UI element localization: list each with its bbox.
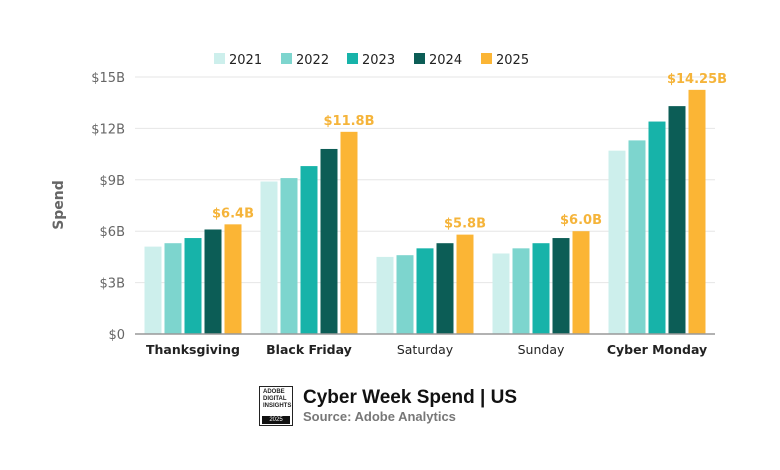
- legend-label: 2021: [229, 53, 262, 68]
- bar-2024: [552, 238, 570, 334]
- x-tick-label: Saturday: [397, 342, 454, 357]
- legend-swatch-2023: [347, 53, 358, 64]
- bar-2023: [300, 166, 318, 334]
- bar-2023: [416, 248, 434, 334]
- bar-2024: [204, 229, 222, 334]
- bar-2022: [164, 243, 182, 334]
- bar-2021: [492, 253, 510, 334]
- bar-2023: [532, 243, 550, 334]
- bar-2021: [144, 246, 162, 334]
- y-axis-label: Spend: [51, 180, 67, 230]
- bar-2024: [668, 106, 686, 334]
- footer: ADOBE DIGITAL INSIGHTS 2025 Cyber Week S…: [259, 386, 517, 426]
- y-tick-label: $6B: [100, 225, 125, 240]
- legend-swatch-2022: [281, 53, 292, 64]
- bar-2024: [320, 148, 338, 334]
- x-tick-label: Sunday: [518, 342, 565, 357]
- legend-label: 2023: [362, 53, 395, 68]
- data-label: $6.4B: [212, 206, 254, 221]
- y-tick-label: $12B: [91, 122, 125, 137]
- data-label: $5.8B: [444, 217, 486, 232]
- bar-chart: $0 $3B $6B $9B $12B $15B Spend $6.4B Thanksgivin…: [51, 53, 727, 357]
- legend-label: 2024: [429, 53, 462, 68]
- bar-2023: [648, 121, 666, 335]
- x-tick-label: Thanksgiving: [146, 342, 240, 357]
- bar-2021: [376, 256, 394, 334]
- logo-line: ADOBE: [263, 389, 285, 395]
- adobe-digital-insights-logo: ADOBE DIGITAL INSIGHTS 2025: [259, 386, 293, 426]
- bar-2022: [628, 140, 646, 334]
- y-tick-label: $9B: [100, 174, 125, 189]
- bar-2022: [512, 248, 530, 334]
- legend-swatch-2025: [481, 53, 492, 64]
- y-tick-label: $0: [108, 328, 125, 343]
- bar-2021: [260, 181, 278, 334]
- bar-2025: [688, 89, 706, 334]
- bar-2025: [224, 224, 242, 334]
- legend-label: 2025: [496, 53, 529, 68]
- bar-2025: [572, 231, 590, 334]
- data-label: $6.0B: [560, 213, 602, 228]
- bar-2021: [608, 150, 626, 334]
- bar-2025: [456, 234, 474, 334]
- legend-swatch-2024: [414, 53, 425, 64]
- bar-2022: [280, 178, 298, 334]
- bar-2024: [436, 243, 454, 334]
- x-tick-label: Black Friday: [266, 342, 352, 357]
- legend-label: 2022: [296, 53, 329, 68]
- bar-2023: [184, 238, 202, 334]
- y-tick-label: $3B: [100, 277, 125, 292]
- logo-line: DIGITAL: [263, 396, 287, 402]
- logo-line: INSIGHTS: [263, 403, 292, 409]
- chart-source: Source: Adobe Analytics: [303, 409, 456, 424]
- data-label: $14.25B: [667, 72, 727, 87]
- logo-year: 2025: [262, 416, 290, 424]
- x-tick-label: Cyber Monday: [607, 342, 707, 357]
- chart-title: Cyber Week Spend | US: [303, 387, 518, 408]
- bar-2025: [340, 131, 358, 334]
- legend-swatch-2021: [214, 53, 225, 64]
- data-label: $11.8B: [323, 114, 374, 129]
- y-tick-label: $15B: [91, 71, 125, 86]
- bar-2022: [396, 255, 414, 334]
